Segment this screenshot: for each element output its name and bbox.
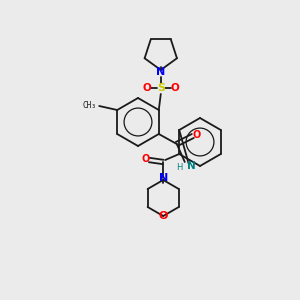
Text: O: O: [141, 154, 149, 164]
Text: N: N: [159, 173, 168, 183]
Text: N: N: [187, 161, 196, 171]
Text: S: S: [157, 83, 165, 93]
Text: H: H: [176, 164, 183, 172]
Text: O: O: [170, 83, 179, 93]
Text: O: O: [158, 211, 168, 221]
Text: CH₃: CH₃: [82, 100, 96, 109]
Text: O: O: [142, 83, 151, 93]
Text: O: O: [193, 130, 201, 140]
Text: N: N: [156, 67, 165, 77]
